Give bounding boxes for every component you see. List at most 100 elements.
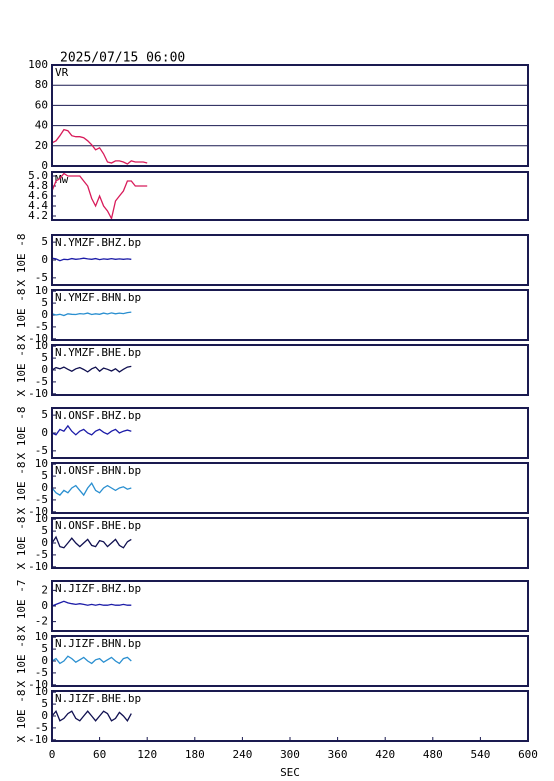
panel-label: Mw xyxy=(55,173,69,186)
y-axis-label: X 10E -8 xyxy=(15,462,28,515)
x-tick-label: 600 xyxy=(518,748,538,761)
y-tick-label: 0 xyxy=(41,536,48,549)
series-line xyxy=(51,600,132,607)
x-tick-label: 480 xyxy=(423,748,443,761)
panel-label: VR xyxy=(55,66,69,79)
y-tick-label: 0 xyxy=(41,654,48,667)
y-tick-label: -5 xyxy=(35,493,48,506)
series-line xyxy=(51,655,132,665)
panel-frame xyxy=(51,289,529,341)
panel-frame xyxy=(51,462,529,514)
panel-frame xyxy=(51,171,529,221)
panel-frame xyxy=(51,407,529,459)
x-tick-label: 180 xyxy=(185,748,205,761)
x-tick-label: 60 xyxy=(93,748,106,761)
y-tick-label: 2 xyxy=(41,583,48,596)
series-line xyxy=(51,482,132,497)
y-tick-label: -5 xyxy=(35,320,48,333)
y-tick-label: -10 xyxy=(28,733,48,746)
y-tick-label: 4.8 xyxy=(28,179,48,192)
y-tick-label: -10 xyxy=(28,387,48,400)
y-tick-label: 5 xyxy=(41,296,48,309)
y-tick-label: 10 xyxy=(35,685,48,698)
panel-frame xyxy=(51,635,529,687)
y-tick-label: 0 xyxy=(41,599,48,612)
y-axis-label: X 10E -8 xyxy=(15,407,28,460)
y-tick-label: 5 xyxy=(41,642,48,655)
panel-label: N.JIZF.BHN.bp xyxy=(55,637,141,650)
y-tick-label: 10 xyxy=(35,630,48,643)
y-tick-label: 60 xyxy=(35,98,48,111)
y-tick-label: 4.6 xyxy=(28,189,48,202)
y-tick-label: 0 xyxy=(41,159,48,172)
y-tick-label: -10 xyxy=(28,678,48,691)
y-axis-label: X 10E -7 xyxy=(15,580,28,633)
panel-frame xyxy=(51,344,529,396)
y-axis-label: X 10E -8 xyxy=(15,517,28,570)
y-tick-label: 10 xyxy=(35,512,48,525)
series-line xyxy=(51,172,148,221)
y-tick-label: 5 xyxy=(41,235,48,248)
x-tick-label: 120 xyxy=(137,748,157,761)
y-tick-label: 5 xyxy=(41,408,48,421)
y-axis-label: X 10E -8 xyxy=(15,690,28,743)
series-line xyxy=(51,257,132,262)
y-tick-label: 0 xyxy=(41,308,48,321)
x-tick-label: 240 xyxy=(232,748,252,761)
y-tick-label: 80 xyxy=(35,78,48,91)
y-tick-label: 10 xyxy=(35,457,48,470)
y-tick-label: -10 xyxy=(28,505,48,518)
panel-frame xyxy=(51,234,529,286)
series-line xyxy=(51,365,132,373)
y-tick-label: 10 xyxy=(35,339,48,352)
panel-label: N.ONSF.BHE.bp xyxy=(55,519,141,532)
y-tick-label: -5 xyxy=(35,666,48,679)
y-tick-label: 0 xyxy=(41,253,48,266)
x-axis-label: SEC xyxy=(280,766,300,779)
series-line xyxy=(51,424,132,436)
y-axis-label: X 10E -8 xyxy=(15,289,28,342)
panel-frame xyxy=(51,64,529,167)
y-tick-label: -10 xyxy=(28,332,48,345)
y-tick-label: 0 xyxy=(41,426,48,439)
y-tick-label: -5 xyxy=(35,721,48,734)
panel-frame xyxy=(51,580,529,632)
y-tick-label: 4.2 xyxy=(28,209,48,222)
y-tick-label: 5 xyxy=(41,697,48,710)
y-tick-label: 20 xyxy=(35,139,48,152)
y-tick-label: -5 xyxy=(35,375,48,388)
y-tick-label: -5 xyxy=(35,444,48,457)
y-tick-label: 0 xyxy=(41,481,48,494)
series-line xyxy=(51,709,132,722)
panel-frame xyxy=(51,517,529,569)
panel-label: N.JIZF.BHZ.bp xyxy=(55,582,141,595)
x-tick-label: 300 xyxy=(280,748,300,761)
panel-label: N.YMZF.BHN.bp xyxy=(55,291,141,304)
y-axis-label: X 10E -8 xyxy=(15,234,28,287)
y-tick-label: 5.0 xyxy=(28,169,48,182)
x-tick-label: 420 xyxy=(375,748,395,761)
x-tick-label: 360 xyxy=(328,748,348,761)
panel-label: N.ONSF.BHZ.bp xyxy=(55,409,141,422)
y-tick-label: -5 xyxy=(35,271,48,284)
x-tick-label: 0 xyxy=(49,748,56,761)
y-tick-label: -10 xyxy=(28,560,48,573)
series-line xyxy=(51,311,132,317)
panel-label: N.JIZF.BHE.bp xyxy=(55,692,141,705)
y-tick-label: 5 xyxy=(41,524,48,537)
y-tick-label: 100 xyxy=(28,58,48,71)
chart-title: 2025/07/15 06:00 xyxy=(60,51,185,66)
panel-label: N.YMZF.BHZ.bp xyxy=(55,236,141,249)
y-tick-label: 10 xyxy=(35,284,48,297)
y-axis-label: X 10E -8 xyxy=(15,344,28,397)
y-tick-label: -2 xyxy=(35,615,48,628)
y-tick-label: 5 xyxy=(41,469,48,482)
y-tick-label: 0 xyxy=(41,363,48,376)
panel-label: N.YMZF.BHE.bp xyxy=(55,346,141,359)
y-tick-label: 0 xyxy=(41,709,48,722)
series-line xyxy=(51,535,132,549)
y-tick-label: 40 xyxy=(35,119,48,132)
panel-label: N.ONSF.BHN.bp xyxy=(55,464,141,477)
y-tick-label: 4.4 xyxy=(28,199,48,212)
